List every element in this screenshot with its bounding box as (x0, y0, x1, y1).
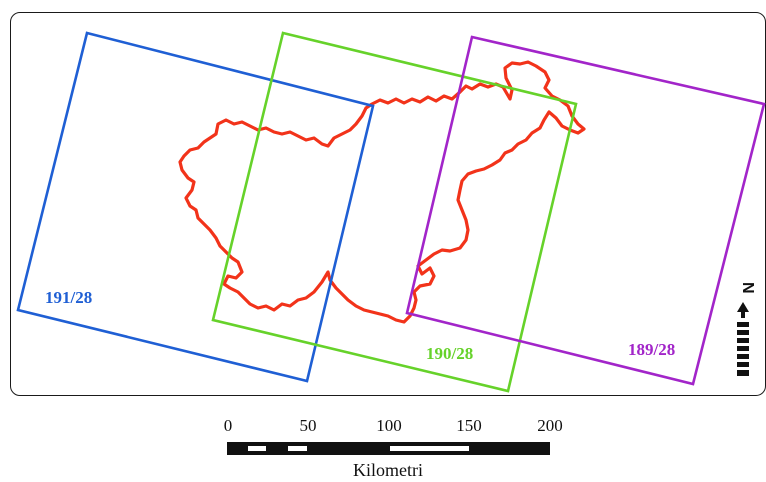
country-boundary (178, 60, 586, 324)
tile-frame-189-28 (405, 35, 766, 386)
scale-tick-150: 150 (456, 416, 482, 435)
north-arrow-shaft-6 (737, 362, 749, 367)
tile-frame-190-28 (211, 31, 578, 393)
scale-seg-white-2 (288, 446, 307, 451)
scale-bar: 0 50 100 150 200 Kilometri (224, 416, 563, 480)
scale-bar-outline (227, 442, 550, 455)
north-arrow-label: N (739, 282, 756, 294)
north-arrow-shaft-3 (737, 338, 749, 343)
north-arrow-head (737, 302, 749, 318)
scale-unit-label: Kilometri (353, 460, 423, 480)
tile-label-190-28: 190/28 (426, 344, 473, 363)
north-arrow-shaft-7 (737, 370, 749, 376)
scale-seg-white-3 (390, 446, 469, 451)
north-arrow-shaft-2 (737, 330, 749, 335)
tile-label-191-28: 191/28 (45, 288, 92, 307)
scale-seg-white-1 (248, 446, 266, 451)
scale-tick-0: 0 (224, 416, 233, 435)
tile-frame-191-28 (16, 31, 375, 383)
north-arrow-shaft-4 (737, 346, 749, 351)
north-arrow-icon: N (737, 282, 756, 376)
north-arrow-shaft-5 (737, 354, 749, 359)
scale-tick-50: 50 (300, 416, 317, 435)
scale-tick-200: 200 (537, 416, 563, 435)
scale-tick-100: 100 (376, 416, 402, 435)
tile-label-189-28: 189/28 (628, 340, 675, 359)
north-arrow-shaft-1 (737, 322, 749, 327)
